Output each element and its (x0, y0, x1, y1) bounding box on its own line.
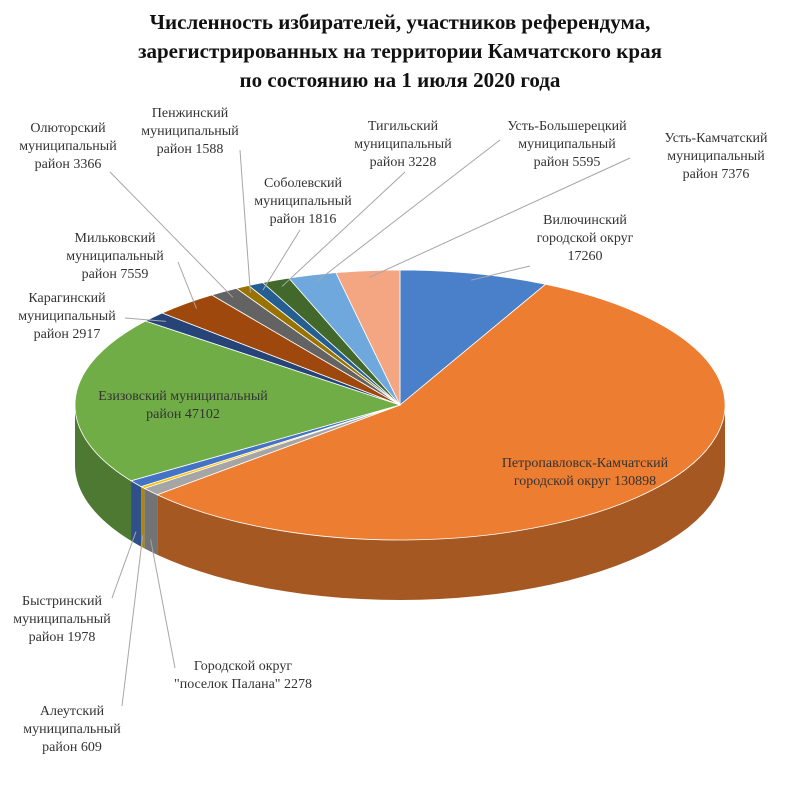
leader-line (281, 171, 406, 287)
data-label: Олюторский муниципальный район 3366 (6, 120, 131, 174)
category-name: Соболевский муниципальный район (254, 176, 352, 227)
leader-line (177, 261, 197, 309)
category-name: Усть-Большерецкий муниципальный район (507, 119, 627, 170)
chart-title: Численность избирателей, участников рефе… (0, 8, 800, 95)
data-label: Вилючинский городской округ 17260 (523, 212, 648, 266)
leader-line (470, 265, 531, 281)
slice-side (157, 405, 725, 600)
leader-line (121, 535, 144, 707)
category-name: Вилючинский городской округ (536, 213, 634, 246)
data-label: Петропавловск-Камчатский городской округ… (475, 455, 695, 491)
category-name: Петропавловск-Камчатский городской округ (501, 456, 669, 489)
data-label: Городской округ "поселок Палана" 2278 (168, 658, 318, 694)
data-label: Езизовский муниципальный район 47102 (96, 388, 271, 424)
category-name: Усть-Камчатский муниципальный район (664, 131, 768, 182)
value-label: 1978 (67, 630, 96, 645)
leader-line (124, 317, 166, 322)
slice (335, 269, 401, 406)
slice-side (75, 405, 132, 541)
value-label: 609 (80, 740, 102, 755)
value-label: 7559 (120, 267, 149, 282)
data-label: Быстринский муниципальный район 1978 (2, 593, 122, 647)
data-label: Карагинский муниципальный район 2917 (2, 290, 132, 344)
slice (74, 320, 402, 482)
title-line: зарегистрированных на территории Камчатс… (138, 39, 662, 63)
value-label: 17260 (567, 249, 603, 264)
value-label: 5595 (572, 155, 601, 170)
data-label: Тигильский муниципальный район 3228 (346, 118, 461, 172)
data-label: Усть-Камчатский муниципальный район 7376 (649, 130, 784, 184)
slice-side (144, 488, 158, 555)
leader-line (150, 539, 176, 669)
category-name: Алеутский муниципальный район (23, 704, 121, 755)
category-name: Олюторский муниципальный район (19, 121, 117, 172)
data-label: Пенжинский муниципальный район 1588 (128, 105, 253, 159)
category-name: Городской округ "поселок Палана" (173, 659, 293, 692)
value-label: 2278 (284, 677, 312, 692)
value-label: 47102 (184, 407, 220, 422)
leader-line (111, 531, 137, 599)
title-line: Численность избирателей, участников рефе… (149, 10, 651, 34)
value-label: 3228 (408, 155, 437, 170)
slice (399, 269, 547, 406)
value-label: 130898 (614, 474, 657, 489)
slice (156, 283, 726, 541)
leader-line (239, 149, 251, 293)
slice-side (141, 486, 145, 549)
slice-side (131, 480, 142, 547)
leader-line (109, 171, 234, 298)
leader-line (369, 157, 631, 278)
value-label: 1588 (195, 142, 224, 157)
data-label: Алеутский муниципальный район 609 (7, 703, 137, 757)
leader-line (316, 139, 501, 282)
category-name: Езизовский муниципальный район (98, 389, 268, 422)
value-label: 3366 (73, 157, 102, 172)
data-label: Мильковский муниципальный район 7559 (53, 230, 178, 284)
category-name: Карагинский муниципальный район (18, 291, 116, 342)
data-label: Соболевский муниципальный район 1816 (241, 175, 366, 229)
value-label: 2917 (72, 327, 101, 342)
leader-line (262, 229, 301, 291)
category-name: Пенжинский муниципальный район (141, 106, 239, 157)
title-line: по состоянию на 1 июля 2020 года (239, 68, 561, 92)
category-name: Тигильский муниципальный район (354, 119, 452, 170)
value-label: 1816 (308, 212, 337, 227)
value-label: 7376 (721, 167, 750, 182)
category-name: Мильковский муниципальный район (66, 231, 164, 282)
data-label: Усть-Большерецкий муниципальный район 55… (500, 118, 635, 172)
category-name: Быстринский муниципальный район (13, 594, 111, 645)
